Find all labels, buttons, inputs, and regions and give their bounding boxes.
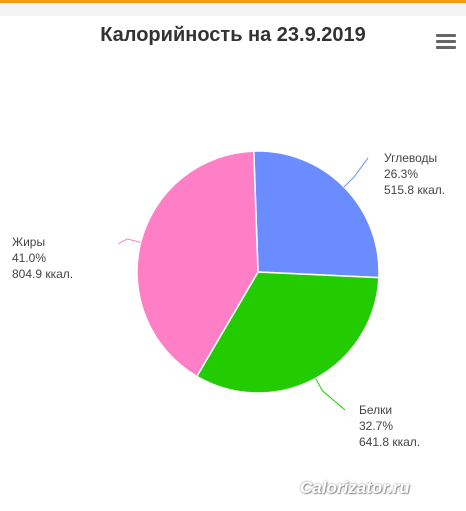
watermark: Calorizator.ru: [300, 478, 410, 497]
leader-line: [315, 378, 346, 411]
slice-label-value: 804.9 ккал.: [12, 267, 73, 281]
top-strip: [0, 0, 466, 16]
slice-label-percent: 32.7%: [359, 419, 393, 433]
slice-label-name: Белки: [359, 403, 392, 417]
slice-label-value: 641.8 ккал.: [359, 435, 420, 449]
menu-bar: [436, 46, 456, 49]
pie-slice[interactable]: [252, 150, 380, 279]
pie-slice[interactable]: [136, 150, 259, 378]
slice-label-value: 515.8 ккал.: [384, 183, 445, 197]
menu-bar: [436, 40, 456, 43]
menu-bar: [436, 34, 456, 37]
pie-slice[interactable]: [195, 271, 380, 394]
leader-line: [343, 157, 369, 188]
slice-label-percent: 41.0%: [12, 251, 46, 265]
leader-line: [117, 238, 141, 245]
slice-label-name: Углеводы: [384, 151, 437, 165]
hamburger-menu-icon[interactable]: [436, 34, 456, 50]
chart-title: Калорийность на 23.9.2019: [100, 24, 366, 46]
slice-label-name: Жиры: [12, 235, 45, 249]
slice-label-percent: 26.3%: [384, 167, 418, 181]
